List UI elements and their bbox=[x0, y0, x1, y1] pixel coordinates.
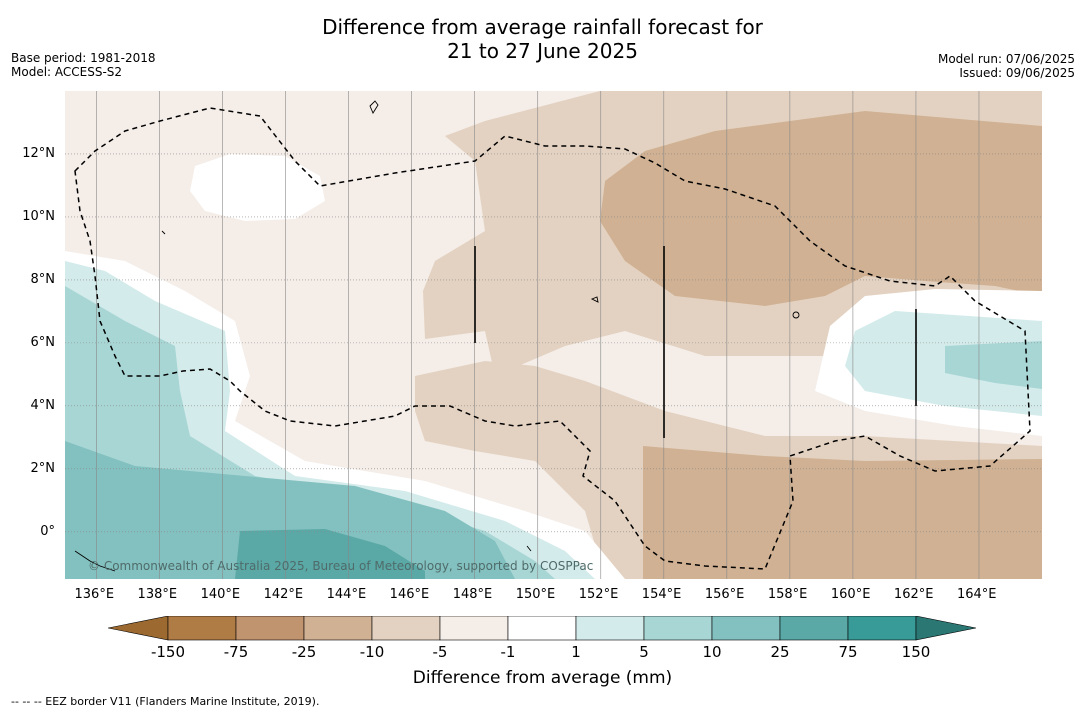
longitude-tick-label: 150°E bbox=[515, 587, 556, 602]
colorbar-segment bbox=[575, 616, 645, 641]
colorbar-max-arrow bbox=[915, 616, 977, 641]
colorbar bbox=[108, 616, 977, 641]
colorbar-tick-label: -5 bbox=[432, 643, 448, 661]
colorbar-segment bbox=[711, 616, 781, 641]
colorbar-segment bbox=[235, 616, 305, 641]
latitude-tick-label: 0° bbox=[40, 523, 55, 539]
colorbar-tick-label: -75 bbox=[223, 643, 249, 661]
colorbar-segment bbox=[303, 616, 373, 641]
model-run: Model run: 07/06/2025 bbox=[937, 52, 1075, 66]
colorbar-tick-label: 1 bbox=[571, 643, 581, 661]
colorbar-tick-label: 150 bbox=[901, 643, 931, 661]
longitude-tick-label: 138°E bbox=[137, 587, 178, 602]
eez-footnote: -- -- -- EEZ border V11 (Flanders Marine… bbox=[11, 695, 320, 708]
latitude-tick-label: 4°N bbox=[30, 397, 56, 413]
colorbar-tick-label: -150 bbox=[150, 643, 186, 661]
longitude-tick-label: 142°E bbox=[263, 587, 304, 602]
colorbar-tick-label: -25 bbox=[291, 643, 317, 661]
wetter-region-east-2 bbox=[945, 341, 1042, 389]
colorbar-segment bbox=[507, 616, 577, 641]
colorbar-tick-label: 5 bbox=[639, 643, 649, 661]
map-title-line1: Difference from average rainfall forecas… bbox=[322, 15, 763, 39]
colorbar-tick-label: -1 bbox=[500, 643, 516, 661]
latitude-tick-label: 12°N bbox=[22, 145, 55, 161]
copyright-text: © Commonwealth of Australia 2025, Bureau… bbox=[88, 559, 593, 573]
islands bbox=[74, 100, 800, 572]
near-average-patch bbox=[190, 154, 325, 221]
longitude-tick-label: 154°E bbox=[641, 587, 682, 602]
longitude-tick-label: 160°E bbox=[830, 587, 871, 602]
longitude-tick-label: 140°E bbox=[200, 587, 241, 602]
longitude-tick-label: 148°E bbox=[452, 587, 493, 602]
latitude-tick-label: 6°N bbox=[30, 334, 56, 350]
colorbar-segment bbox=[167, 616, 237, 641]
issued-date: Issued: 09/06/2025 bbox=[959, 66, 1075, 80]
wetter-region-4 bbox=[235, 529, 425, 579]
graticule bbox=[65, 91, 1042, 579]
wetter-region-3 bbox=[65, 441, 515, 579]
colorbar-min-arrow bbox=[108, 616, 169, 641]
wetter-region-east-1 bbox=[845, 311, 1042, 416]
drier-region-east bbox=[600, 111, 1042, 306]
longitude-tick-label: 162°E bbox=[893, 587, 934, 602]
colorbar-tick-label: 25 bbox=[770, 643, 790, 661]
longitude-tick-label: 136°E bbox=[74, 587, 115, 602]
latitude-tick-label: 10°N bbox=[22, 208, 55, 224]
longitude-tick-label: 156°E bbox=[704, 587, 745, 602]
colorbar-title: Difference from average (mm) bbox=[412, 668, 673, 688]
colorbar-tick-label: -10 bbox=[359, 643, 385, 661]
latitude-tick-label: 2°N bbox=[30, 460, 56, 476]
longitude-tick-label: 144°E bbox=[326, 587, 367, 602]
drier-region-southeast bbox=[643, 446, 1042, 579]
longitude-tick-label: 158°E bbox=[767, 587, 808, 602]
colorbar-segment bbox=[847, 616, 917, 641]
map-title-line2: 21 to 27 June 2025 bbox=[447, 39, 638, 63]
colorbar-segment bbox=[439, 616, 509, 641]
rainfall-map: © Commonwealth of Australia 2025, Bureau… bbox=[65, 91, 1042, 579]
eez-border bbox=[74, 107, 1031, 570]
colorbar-segment bbox=[643, 616, 713, 641]
base-period: Base period: 1981-2018 bbox=[11, 51, 156, 65]
colorbar-segment bbox=[779, 616, 849, 641]
colorbar-segment bbox=[371, 616, 441, 641]
model-name: Model: ACCESS-S2 bbox=[11, 65, 123, 79]
longitude-tick-label: 164°E bbox=[956, 587, 997, 602]
latitude-tick-label: 8°N bbox=[30, 271, 56, 287]
colorbar-tick-label: 75 bbox=[838, 643, 858, 661]
longitude-tick-label: 152°E bbox=[578, 587, 619, 602]
longitude-tick-label: 146°E bbox=[389, 587, 430, 602]
colorbar-tick-label: 10 bbox=[702, 643, 722, 661]
